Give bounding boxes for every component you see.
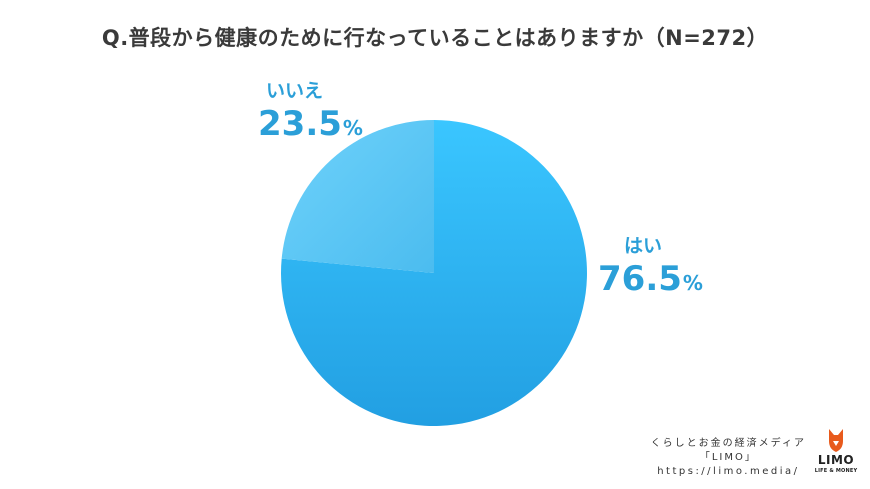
slice-unit-yes: % [682, 271, 703, 295]
slice-value-no: 23.5 [258, 104, 342, 144]
logo-wordmark: LIMO [817, 453, 855, 467]
slice-label-yes: はい 76.5% [598, 235, 703, 299]
footer-tagline: くらしとお金の経済メディア [650, 438, 806, 449]
footer-brand: 「LIMO」 [699, 452, 757, 463]
slice-name-yes: はい [624, 235, 663, 257]
fox-head-icon [829, 429, 843, 452]
chart-title: Q.普段から健康のために行なっていることはありますか（N=272） [101, 26, 769, 50]
slice-label-no: いいえ 23.5% [258, 80, 363, 144]
limo-logo: LIMO LIFE & MONEY [812, 427, 860, 477]
slice-unit-no: % [342, 116, 363, 140]
pie-slice-yes [281, 120, 588, 426]
slice-value-yes: 76.5 [598, 259, 682, 299]
footer-url: https://limo.media/ [657, 466, 800, 477]
footer-credit: くらしとお金の経済メディア 「LIMO」 https://limo.media/ [651, 437, 806, 479]
slice-name-no: いいえ [266, 80, 324, 102]
logo-tagline: LIFE & MONEY [814, 468, 858, 474]
pie-slice-no [281, 120, 434, 273]
